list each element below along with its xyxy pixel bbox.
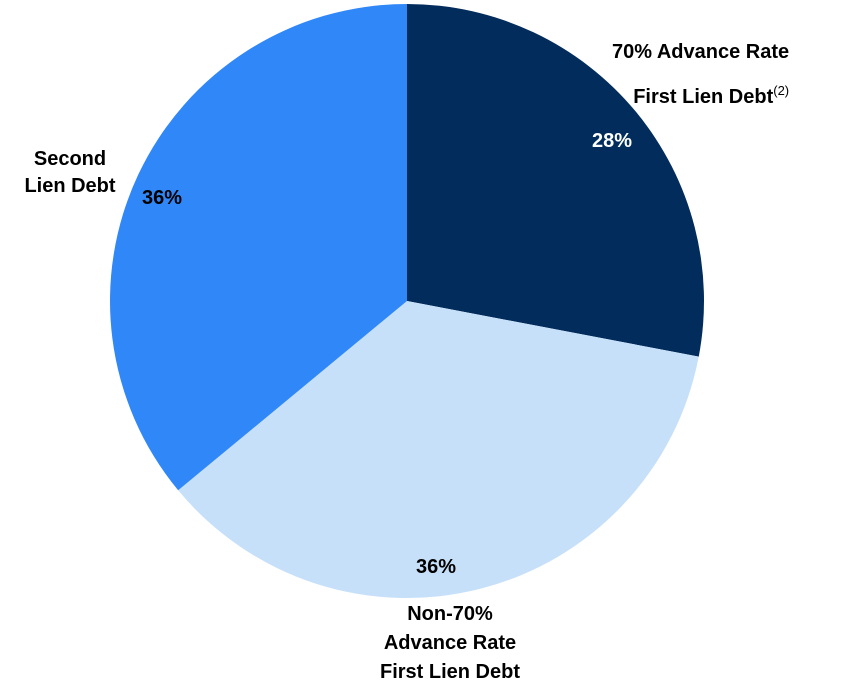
slice-label-line: 70% Advance Rate — [612, 41, 790, 63]
slice-label-line: Non-70% — [407, 603, 493, 625]
pie-slice — [110, 4, 407, 491]
slice-value-label: 28% — [592, 130, 632, 152]
footnote-marker: (2) — [773, 83, 790, 98]
slice-label-line: First Lien Debt — [633, 86, 774, 108]
pie-slices — [110, 4, 705, 598]
slice-label-line: First Lien Debt — [379, 661, 520, 683]
pie-value-labels: 28% 36% 36% — [142, 130, 632, 578]
slice-label-line: Second — [33, 148, 107, 170]
slice-label-line-wrap: First Lien Debt(2) — [612, 84, 789, 111]
slice-value-label: 36% — [416, 556, 456, 578]
slice-value-label: 36% — [142, 187, 182, 209]
pie-slice — [407, 4, 705, 357]
pie-slice — [178, 301, 699, 598]
slice-label-second-lien: Second Lien Debt — [0, 146, 140, 200]
slice-label-line: Advance Rate — [383, 632, 517, 654]
slice-label-advance-rate-first-lien: 70% Advance Rate First Lien Debt(2) — [612, 39, 789, 111]
slice-label-line: Lien Debt — [24, 175, 116, 197]
slice-label-non-70-advance-rate: Non-70% Advance Rate First Lien Debt — [340, 601, 560, 686]
